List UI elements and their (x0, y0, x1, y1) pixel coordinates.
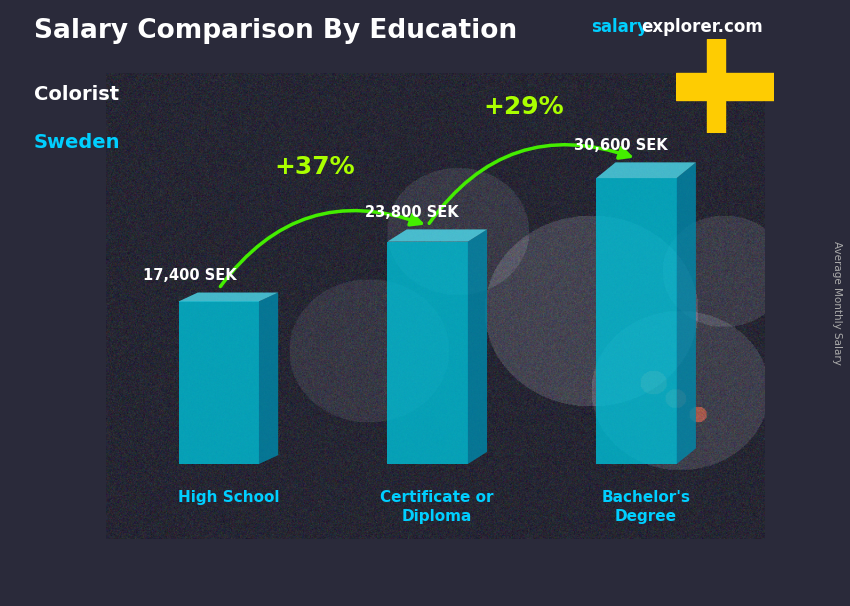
Text: 30,600 SEK: 30,600 SEK (574, 138, 667, 153)
Polygon shape (388, 242, 468, 464)
Bar (676, 73, 774, 99)
Polygon shape (388, 230, 487, 242)
Text: explorer.com: explorer.com (642, 18, 763, 36)
Text: +37%: +37% (275, 155, 355, 179)
Text: Colorist: Colorist (34, 85, 119, 104)
Polygon shape (597, 178, 677, 464)
Polygon shape (597, 162, 696, 178)
Text: High School: High School (178, 490, 279, 505)
Polygon shape (178, 301, 259, 464)
Polygon shape (178, 293, 278, 301)
Text: Bachelor's
Degree: Bachelor's Degree (602, 490, 690, 524)
Polygon shape (259, 293, 278, 464)
Text: salary: salary (591, 18, 648, 36)
Text: 23,800 SEK: 23,800 SEK (365, 205, 458, 219)
Text: Salary Comparison By Education: Salary Comparison By Education (34, 18, 517, 44)
Text: Average Monthly Salary: Average Monthly Salary (832, 241, 842, 365)
Bar (707, 39, 724, 133)
Text: +29%: +29% (484, 95, 564, 119)
Text: Certificate or
Diploma: Certificate or Diploma (381, 490, 494, 524)
Text: 17,400 SEK: 17,400 SEK (143, 268, 236, 283)
Polygon shape (468, 230, 487, 464)
Text: Sweden: Sweden (34, 133, 121, 152)
Polygon shape (677, 162, 696, 464)
